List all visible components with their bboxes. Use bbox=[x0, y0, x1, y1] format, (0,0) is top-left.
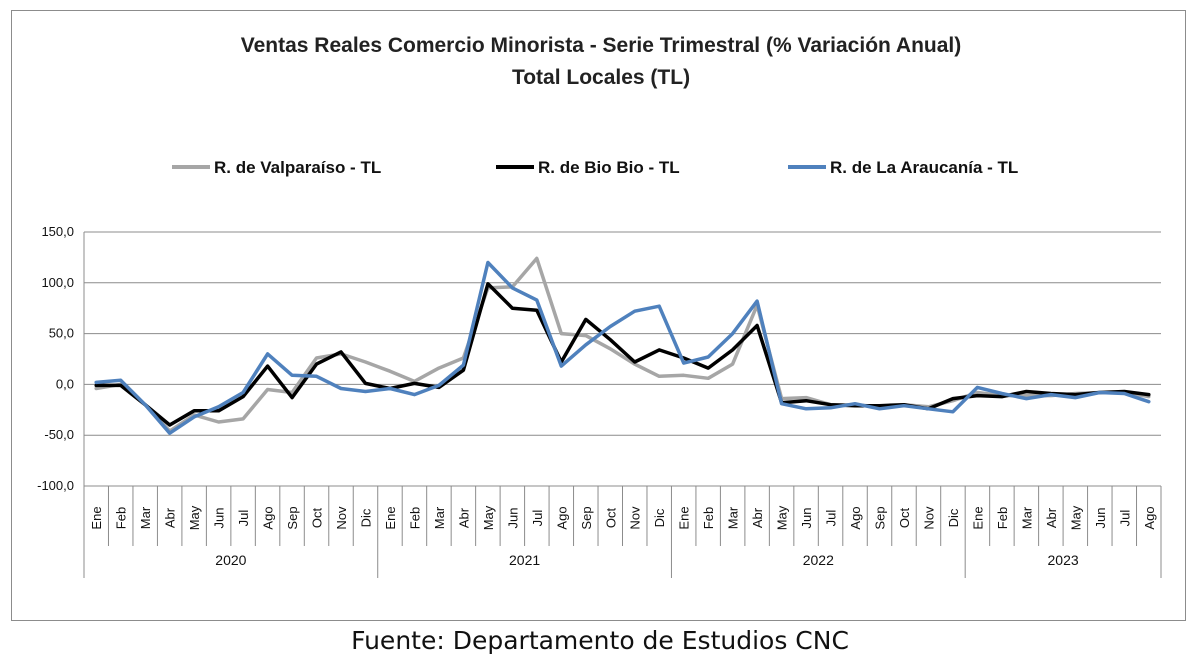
x-tick-label: Sep bbox=[285, 506, 300, 529]
x-tick-label: Mar bbox=[432, 506, 447, 529]
x-tick-label: Feb bbox=[407, 507, 422, 529]
x-tick-label: Abr bbox=[163, 507, 178, 528]
series-lines bbox=[94, 256, 1151, 435]
y-tick-label: -50,0 bbox=[44, 427, 74, 442]
x-tick-label: Nov bbox=[628, 506, 643, 530]
x-tick-label: Sep bbox=[873, 506, 888, 529]
chart-subtitle: Total Locales (TL) bbox=[512, 66, 690, 89]
year-label: 2021 bbox=[509, 552, 540, 568]
x-tick-label: Feb bbox=[701, 507, 716, 529]
legend: R. de Valparaíso - TL R. de Bio Bio - TL R… bbox=[172, 158, 1018, 177]
x-tick-label: Jun bbox=[1093, 508, 1108, 529]
x-tick-label: Jul bbox=[530, 510, 545, 527]
x-tick-label: Mar bbox=[138, 506, 153, 529]
x-tick-label: Mar bbox=[1019, 506, 1034, 529]
y-tick-label: -100,0 bbox=[37, 478, 74, 493]
x-tick-label: May bbox=[187, 505, 202, 530]
legend-label-1: R. de Valparaíso - TL bbox=[214, 158, 381, 177]
year-label: 2020 bbox=[215, 552, 246, 568]
x-tick-label: Dic bbox=[358, 508, 373, 527]
gridlines bbox=[83, 231, 1161, 487]
x-axis: Ene Feb Mar Abr May Jun Jul Ago Sep Oct Nov Dic Ene F… bbox=[83, 486, 1162, 578]
y-tick-label: 0,0 bbox=[56, 376, 74, 391]
x-tick-label: Abr bbox=[750, 507, 765, 528]
source-note: Fuente: Departamento de Estudios CNC bbox=[351, 626, 849, 655]
x-tick-label: Sep bbox=[579, 506, 594, 529]
x-tick-label: Nov bbox=[334, 506, 349, 530]
x-tick-label: Ene bbox=[970, 506, 985, 529]
series-line-2 bbox=[94, 282, 1151, 427]
chart-title: Ventas Reales Comercio Minorista - Serie… bbox=[241, 34, 961, 57]
legend-label-2: R. de Bio Bio - TL bbox=[538, 158, 680, 177]
x-tick-label: Oct bbox=[603, 508, 618, 529]
x-tick-label: Oct bbox=[897, 508, 912, 529]
year-label: 2022 bbox=[803, 552, 834, 568]
x-tick-label: Dic bbox=[946, 508, 961, 527]
x-tick-label: Jun bbox=[505, 508, 520, 529]
x-tick-label: Ago bbox=[1142, 506, 1157, 529]
y-axis: 150,0 100,0 50,0 0,0 -50,0 -100,0 bbox=[37, 224, 74, 493]
x-tick-label: Jul bbox=[1117, 510, 1132, 527]
x-tick-label: Ene bbox=[89, 506, 104, 529]
x-tick-label: Dic bbox=[652, 508, 667, 527]
series-line-3 bbox=[94, 260, 1151, 435]
x-tick-label: Abr bbox=[456, 507, 471, 528]
x-tick-label: Oct bbox=[310, 508, 325, 529]
y-tick-label: 150,0 bbox=[41, 224, 74, 239]
line-chart: Ventas Reales Comercio Minorista - Serie… bbox=[37, 34, 1162, 578]
x-tick-label: May bbox=[1068, 505, 1083, 530]
y-tick-label: 50,0 bbox=[49, 326, 74, 341]
x-tick-label: Jun bbox=[212, 508, 227, 529]
x-tick-label: May bbox=[775, 505, 790, 530]
x-tick-label: Ene bbox=[383, 506, 398, 529]
legend-label-3: R. de La Araucanía - TL bbox=[830, 158, 1018, 177]
chart-frame: Ventas Reales Comercio Minorista - Serie… bbox=[11, 10, 1186, 621]
year-label: 2023 bbox=[1048, 552, 1079, 568]
x-tick-label: Abr bbox=[1044, 507, 1059, 528]
x-tick-label: Ago bbox=[848, 506, 863, 529]
x-tick-label: Feb bbox=[995, 507, 1010, 529]
x-tick-label: Nov bbox=[921, 506, 936, 530]
y-tick-label: 100,0 bbox=[41, 275, 74, 290]
x-tick-label: Jul bbox=[824, 510, 839, 527]
x-tick-label: May bbox=[481, 505, 496, 530]
x-tick-label: Ago bbox=[261, 506, 276, 529]
x-tick-label: Ene bbox=[677, 506, 692, 529]
x-tick-label: Feb bbox=[114, 507, 129, 529]
x-tick-label: Jun bbox=[799, 508, 814, 529]
x-tick-label: Ago bbox=[554, 506, 569, 529]
x-tick-label: Mar bbox=[726, 506, 741, 529]
x-tick-label: Jul bbox=[236, 510, 251, 527]
series-line-1 bbox=[94, 256, 1151, 433]
